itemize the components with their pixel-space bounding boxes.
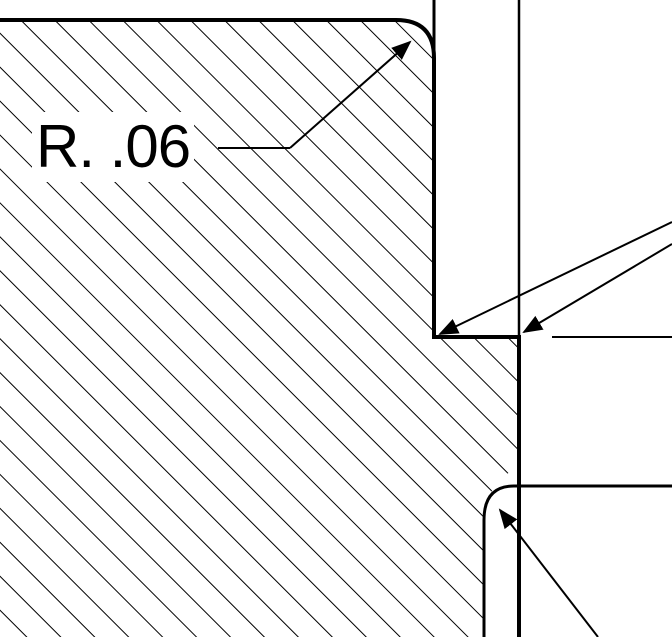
leader-arrow-2 [522,243,672,334]
leader-arrow-1 [438,221,672,335]
part-outline [0,18,521,637]
leader-arrow-3 [498,508,599,637]
lower-fillet-outline [482,484,672,637]
radius-leader-arrow [289,40,412,149]
radius-dimension-label: R. .06 [32,112,195,182]
